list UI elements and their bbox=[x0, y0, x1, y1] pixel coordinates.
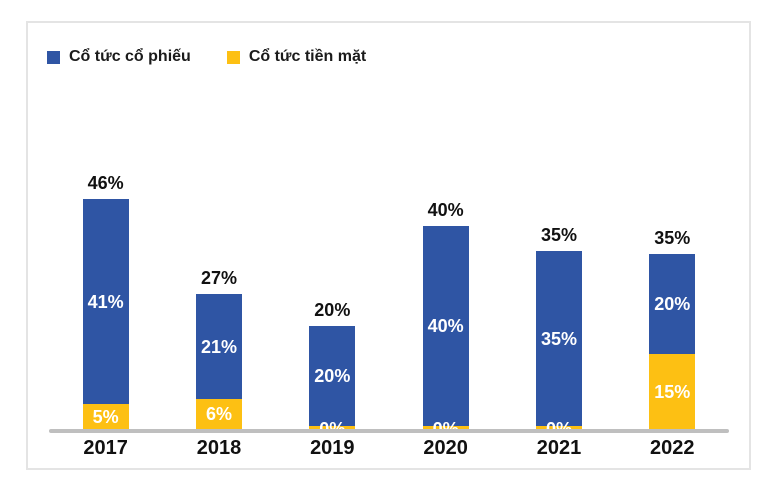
legend-item-stock-dividend: Cổ tức cổ phiếu bbox=[47, 48, 191, 66]
segment-value-label: 20% bbox=[314, 366, 351, 386]
chart-panel: Cổ tức cổ phiếu Cổ tức tiền mặt 46% 41% 5%… bbox=[26, 21, 751, 470]
bar-stack: 41% 5% bbox=[82, 199, 129, 429]
x-axis-line bbox=[49, 429, 729, 433]
segment-value-label: 21% bbox=[200, 336, 237, 357]
bar-segment-cash-dividend: 6% bbox=[195, 399, 242, 429]
x-axis-tick-label: 2018 bbox=[196, 437, 242, 459]
bar-stack: 20% 15% bbox=[649, 254, 696, 429]
bar-total-label: 40% bbox=[427, 200, 464, 220]
bars-row: 46%41%5%27%21%6%20%20%0%40%40%0%35%35%0%… bbox=[49, 99, 729, 438]
bar-segment-stock-dividend: 41% bbox=[82, 199, 129, 404]
bar-segment-cash-dividend: 15% bbox=[649, 354, 696, 429]
segment-value-label: 20% bbox=[654, 294, 691, 314]
x-axis-tick-label: 2022 bbox=[650, 437, 695, 459]
segment-value-label: 40% bbox=[427, 316, 464, 336]
bar-segment-stock-dividend: 20% bbox=[649, 254, 696, 354]
bar-group-2019: 20%20%0% bbox=[276, 300, 389, 438]
bar-group-2022: 35% 20% 15% bbox=[616, 229, 729, 429]
legend-label-stock-dividend: Cổ tức cổ phiếu bbox=[69, 48, 191, 65]
segment-value-label: 5% bbox=[92, 406, 119, 427]
bar-total-label: 35% bbox=[540, 225, 577, 245]
x-axis-tick-label: 2019 bbox=[310, 437, 355, 459]
bar-group-2017: 46% 41% 5% bbox=[49, 174, 162, 429]
segment-value-label: 15% bbox=[654, 381, 691, 402]
legend-swatch-cash-dividend-icon bbox=[226, 50, 240, 64]
bar-stack: 20%0% bbox=[309, 326, 356, 438]
bar-stack: 21% 6% bbox=[195, 294, 242, 429]
segment-value-label: 6% bbox=[205, 404, 232, 424]
legend-label-cash-dividend: Cổ tức tiền mặt bbox=[248, 48, 367, 65]
bar-group-2020: 40%40%0% bbox=[389, 200, 502, 438]
bar-segment-cash-dividend: 5% bbox=[82, 404, 129, 429]
x-axis-tick-label: 2020 bbox=[423, 437, 468, 459]
x-axis-tick-label: 2021 bbox=[536, 437, 582, 459]
segment-value-label: 35% bbox=[540, 328, 577, 349]
bar-stack: 40%0% bbox=[422, 226, 469, 438]
bar-total-label: 20% bbox=[314, 300, 351, 320]
bar-segment-stock-dividend: 20% bbox=[309, 326, 356, 426]
bar-group-2021: 35%35%0% bbox=[502, 225, 615, 438]
segment-value-label: 41% bbox=[87, 291, 124, 312]
bar-stack: 35%0% bbox=[535, 251, 582, 438]
bar-segment-stock-dividend: 40% bbox=[422, 226, 469, 426]
chart-legend: Cổ tức cổ phiếu Cổ tức tiền mặt bbox=[47, 48, 366, 66]
legend-item-cash-dividend: Cổ tức tiền mặt bbox=[226, 48, 367, 66]
bar-segment-stock-dividend: 21% bbox=[195, 294, 242, 399]
legend-swatch-stock-dividend-icon bbox=[47, 50, 60, 64]
bar-total-label: 35% bbox=[654, 228, 691, 248]
years-row: 2017 2018 2019 2020 2021 2022 bbox=[49, 436, 729, 460]
x-axis-tick-label: 2017 bbox=[83, 437, 128, 459]
bar-segment-stock-dividend: 35% bbox=[535, 251, 582, 426]
bar-group-2018: 27% 21% 6% bbox=[162, 269, 275, 429]
bar-total-label: 27% bbox=[200, 268, 237, 288]
bar-total-label: 46% bbox=[87, 173, 124, 193]
